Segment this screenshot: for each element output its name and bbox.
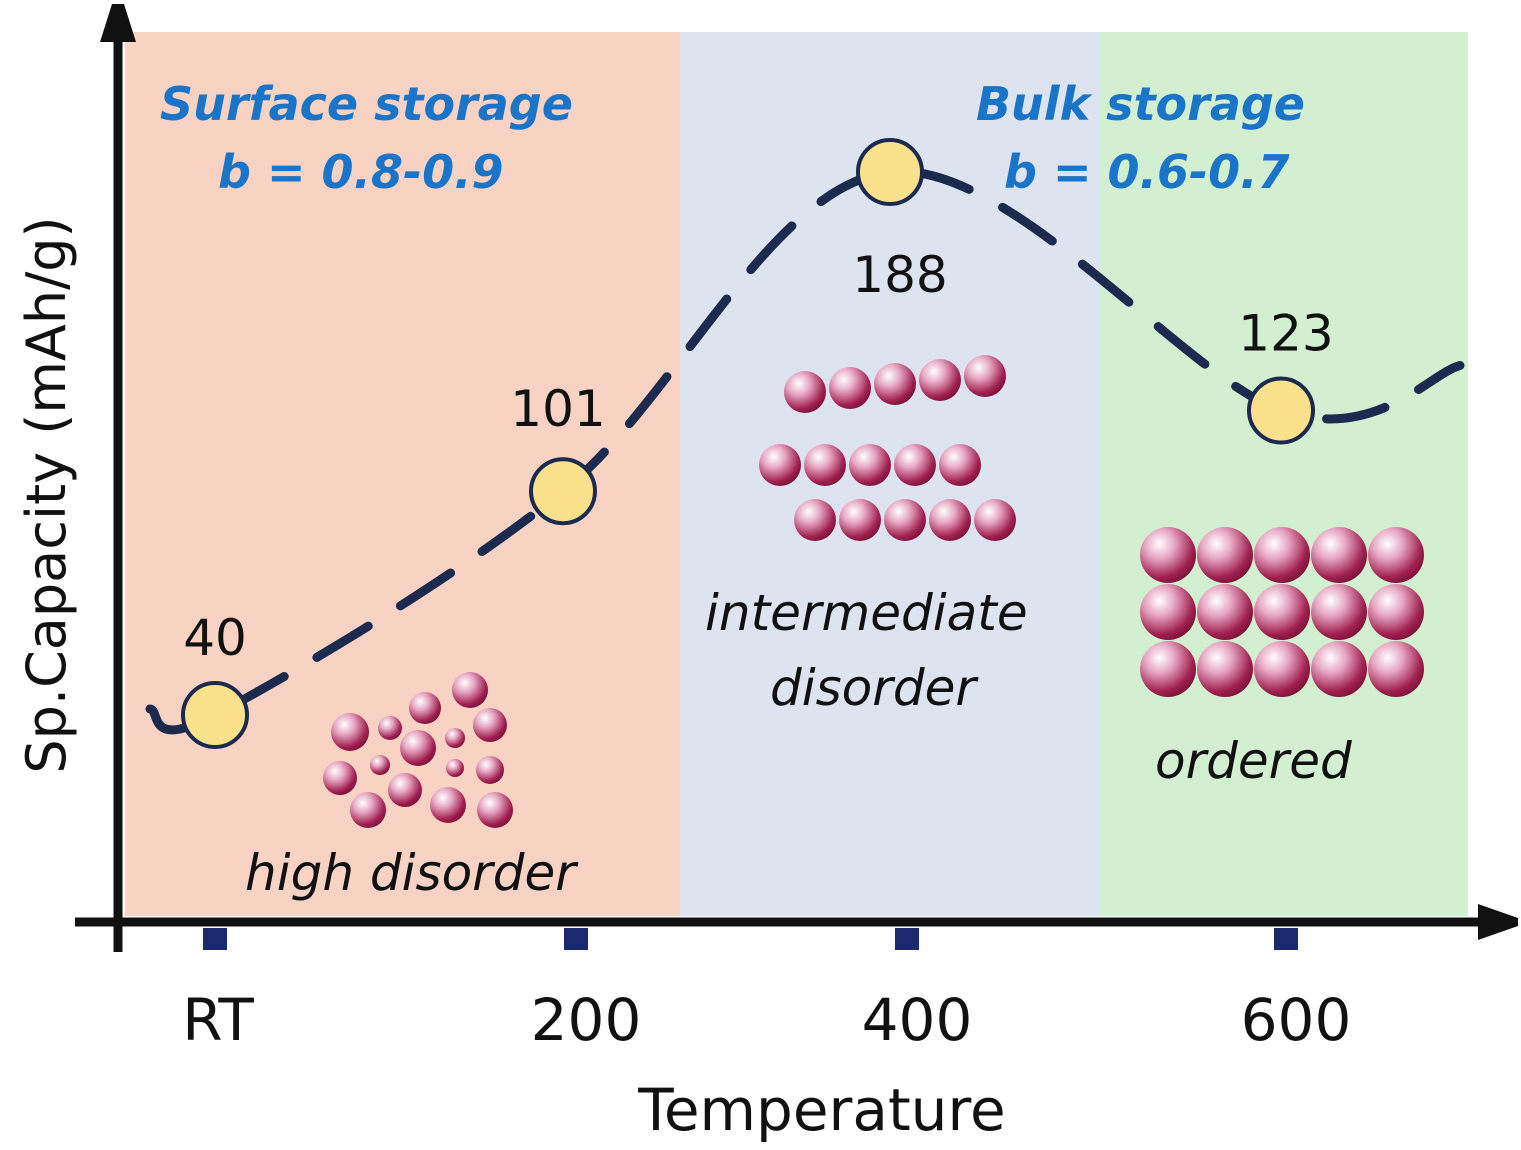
sphere-icon — [939, 444, 981, 486]
sphere-icon — [323, 761, 357, 795]
sphere-icon — [1311, 527, 1367, 583]
sphere-icon — [477, 792, 513, 828]
y-axis-arrow — [100, 4, 136, 42]
sphere-icon — [974, 499, 1016, 541]
sphere-icon — [919, 359, 961, 401]
sphere-icon — [445, 728, 465, 748]
sphere-icon — [1254, 527, 1310, 583]
sphere-icon — [1140, 641, 1196, 697]
bulk-storage-title: Bulk storage — [976, 77, 1305, 131]
region-label-high-disorder: high disorder — [245, 844, 579, 902]
data-point-200 — [529, 457, 597, 526]
sphere-icon — [1368, 641, 1424, 697]
sphere-icon — [794, 499, 836, 541]
sphere-icon — [829, 367, 871, 409]
sphere-icon — [1254, 584, 1310, 640]
sphere-icon — [1254, 641, 1310, 697]
sphere-icon — [874, 363, 916, 405]
sphere-icon — [446, 759, 464, 777]
sphere-icon — [331, 713, 369, 751]
sphere-icon — [1368, 527, 1424, 583]
x-tick-mark — [1274, 928, 1298, 950]
sphere-icon — [1197, 584, 1253, 640]
sphere-icon — [849, 444, 891, 486]
sphere-icon — [839, 499, 881, 541]
region-label-disorder: disorder — [770, 659, 979, 717]
sphere-icon — [1140, 584, 1196, 640]
x-tick-label: 400 — [862, 986, 973, 1054]
bulk-storage-b: b = 0.6-0.7 — [1004, 145, 1290, 199]
data-point-600 — [1247, 376, 1315, 445]
x-tick-label: RT — [182, 986, 254, 1054]
sphere-icon — [473, 708, 507, 742]
data-point-RT — [181, 681, 249, 749]
y-axis-label: Sp.Capacity (mAh/g) — [15, 216, 78, 773]
x-tick-mark — [203, 928, 227, 950]
sphere-icon — [929, 499, 971, 541]
sphere-icon — [964, 355, 1006, 397]
sphere-icon — [1311, 641, 1367, 697]
surface-storage-title: Surface storage — [160, 77, 573, 131]
sphere-icon — [1368, 584, 1424, 640]
sphere-icon — [1197, 641, 1253, 697]
sphere-icon — [350, 792, 386, 828]
sphere-icon — [388, 773, 422, 807]
region-ordered — [1100, 32, 1468, 916]
data-label: 40 — [183, 609, 247, 667]
sphere-icon — [452, 672, 488, 708]
sphere-icon — [804, 444, 846, 486]
region-label-intermediate: intermediate — [705, 584, 1028, 642]
sphere-icon — [884, 499, 926, 541]
x-tick-label: 600 — [1241, 986, 1352, 1054]
sphere-icon — [1140, 527, 1196, 583]
sphere-illustrations — [323, 355, 1424, 828]
region-label-ordered: ordered — [1155, 732, 1352, 790]
data-label: 123 — [1238, 304, 1333, 362]
x-tick-mark — [895, 928, 919, 950]
x-tick-mark — [564, 928, 588, 950]
sphere-icon — [759, 444, 801, 486]
sphere-icon — [1197, 527, 1253, 583]
x-axis-label: Temperature — [637, 1076, 1005, 1144]
sphere-icon — [378, 716, 402, 740]
x-tick-label: 200 — [531, 986, 642, 1054]
sphere-icon — [476, 756, 504, 784]
sphere-icon — [409, 692, 441, 724]
data-label: 101 — [510, 380, 605, 438]
sphere-icon — [894, 444, 936, 486]
sphere-icon — [784, 371, 826, 413]
surface-storage-b: b = 0.8-0.9 — [218, 145, 504, 199]
sphere-icon — [1311, 584, 1367, 640]
sphere-icon — [430, 787, 466, 823]
data-label: 188 — [852, 246, 947, 304]
x-axis-arrow — [1478, 904, 1518, 940]
sphere-icon — [400, 730, 436, 766]
data-point-400 — [856, 138, 924, 206]
sphere-icon — [370, 755, 390, 775]
